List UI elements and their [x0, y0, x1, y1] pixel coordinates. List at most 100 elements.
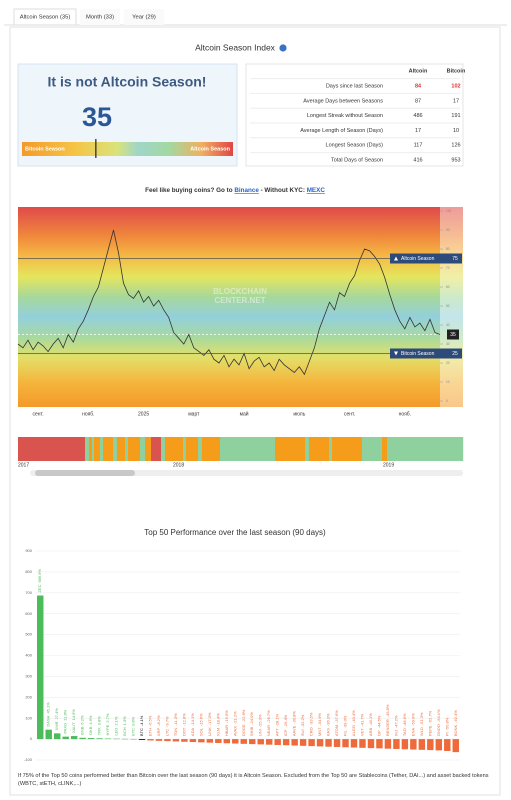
bar-label: WLD -51.3%: [419, 712, 424, 736]
bar-name: UNI: [258, 729, 263, 736]
navigator-segment: [387, 437, 433, 461]
bar: [172, 739, 180, 742]
y-tick-label: 0: [446, 399, 448, 403]
bar-name: ADA: [190, 728, 195, 737]
index-value: 35: [82, 102, 112, 132]
bar-label: TAO -48.6%: [402, 713, 407, 736]
bar-label: PAXG 11.8%: [63, 709, 68, 733]
bar-name: LINK: [207, 727, 212, 736]
bar-name: APT: [275, 728, 280, 736]
row-value: 87: [415, 98, 421, 104]
bar-value: 11.8%: [63, 709, 68, 720]
bar-name: AAVE: [292, 725, 297, 736]
status: It is not Altcoin Season!: [48, 74, 207, 90]
bar: [87, 738, 95, 740]
navigator-segment: [100, 437, 104, 461]
y-tick-label: 200: [25, 694, 32, 699]
bar-label: OKB4.9%: [88, 715, 93, 735]
bar-label: BONK-62.4%: [453, 710, 458, 736]
bar: [274, 739, 281, 745]
bar-label: AVAX -21.2%: [232, 711, 237, 736]
navigator-segment: [362, 437, 383, 461]
bar: [393, 739, 400, 749]
gauge: [22, 142, 233, 156]
bar-value: -52.7%: [427, 710, 432, 723]
bar: [265, 739, 273, 745]
bar-value: 14.6%: [71, 709, 76, 721]
bar: [299, 739, 307, 746]
bar: [257, 739, 264, 745]
promo: Feel like buying coins? Go to Binance - …: [145, 187, 325, 194]
bar-value: -30.8%: [292, 711, 297, 724]
bar-name: TRX: [97, 727, 102, 735]
bar-label: DOT-12.8%: [181, 713, 186, 736]
navigator-segment: [89, 437, 93, 461]
bar-name: XMR: [54, 721, 59, 730]
tab-label[interactable]: Year (29): [132, 15, 156, 21]
bar-value: -11.3%: [173, 713, 178, 726]
bar: [325, 739, 332, 747]
footnote: If 75% of the Top 50 coins performed bet…: [18, 773, 489, 787]
bar-value: -33.5%: [309, 712, 314, 725]
bar: [155, 739, 163, 741]
bar-value: -15.6%: [198, 713, 203, 726]
bar-name: AVAX: [232, 726, 237, 736]
bar-label: XLM -18.4%: [215, 713, 220, 736]
bar-label: HYPE2.7%: [105, 713, 110, 735]
bar-value: -41.7%: [360, 713, 365, 726]
tab[interactable]: [80, 9, 120, 25]
bar-chart-title: Top 50 Performance over the last season …: [144, 528, 326, 537]
tab[interactable]: [13, 8, 77, 26]
bar-name: ALGO: [351, 725, 356, 736]
bar-label: DASH45.1%: [46, 702, 51, 727]
bar-label: ETC 0.8%: [131, 716, 136, 736]
scroll-track[interactable]: [30, 470, 463, 476]
scroll-thumb[interactable]: [35, 470, 135, 476]
bar-value: -40.4%: [351, 710, 356, 723]
tab-label[interactable]: Month (33): [86, 15, 114, 21]
bar-name: HBAR: [224, 725, 229, 736]
bar-value: 0.8%: [131, 716, 136, 726]
x-tick-label: 2025: [138, 411, 149, 417]
bar-name: TON: [173, 728, 178, 736]
bar-label: ICP -29.4%: [283, 714, 288, 736]
promo-link[interactable]: MEXC: [307, 187, 326, 194]
threshold-value: 25: [452, 351, 458, 357]
bar-label: DOGE -22.6%: [241, 709, 246, 736]
tab[interactable]: [124, 9, 164, 25]
bar: [62, 736, 69, 740]
bar: [359, 739, 366, 748]
bar-label: KAS -36.3%: [326, 713, 331, 736]
bar-label: LTC -9.7%: [165, 716, 170, 736]
bar: [104, 738, 112, 740]
navigator-segment: [117, 437, 126, 461]
bar: [198, 739, 205, 743]
bar-name: XRP: [156, 728, 161, 737]
row-value: 953: [451, 157, 460, 163]
bar: [444, 739, 451, 751]
y-tick-label: 80: [446, 247, 450, 251]
row-value: 416: [413, 157, 422, 163]
promo-link[interactable]: Binance: [234, 187, 259, 194]
tab-label[interactable]: Altcoin Season (35): [20, 15, 71, 21]
bar-name: PAXG: [63, 723, 68, 734]
bar-name: ETH: [148, 728, 153, 736]
info-icon[interactable]: [279, 44, 287, 52]
bar-label: TON -11.3%: [173, 713, 178, 736]
bar-label: SUI -32.2%: [300, 714, 305, 736]
bar: [401, 739, 409, 750]
bar-value: -25.3%: [258, 714, 263, 727]
current-badge: [447, 329, 459, 340]
threshold-label: Bitcoin Season: [401, 351, 435, 357]
bar-value: -50.0%: [410, 713, 415, 726]
y-tick-label: 0: [30, 736, 33, 741]
bar-name: HYPE: [105, 724, 110, 735]
bar: [113, 738, 120, 740]
navigator-segment: [151, 437, 162, 461]
bar-value: 27.4%: [54, 708, 59, 720]
bar: [376, 739, 383, 749]
bar-value: -37.6%: [334, 710, 339, 723]
bar-value: -26.7%: [266, 710, 271, 723]
bar-value: 686.9%: [37, 569, 42, 583]
